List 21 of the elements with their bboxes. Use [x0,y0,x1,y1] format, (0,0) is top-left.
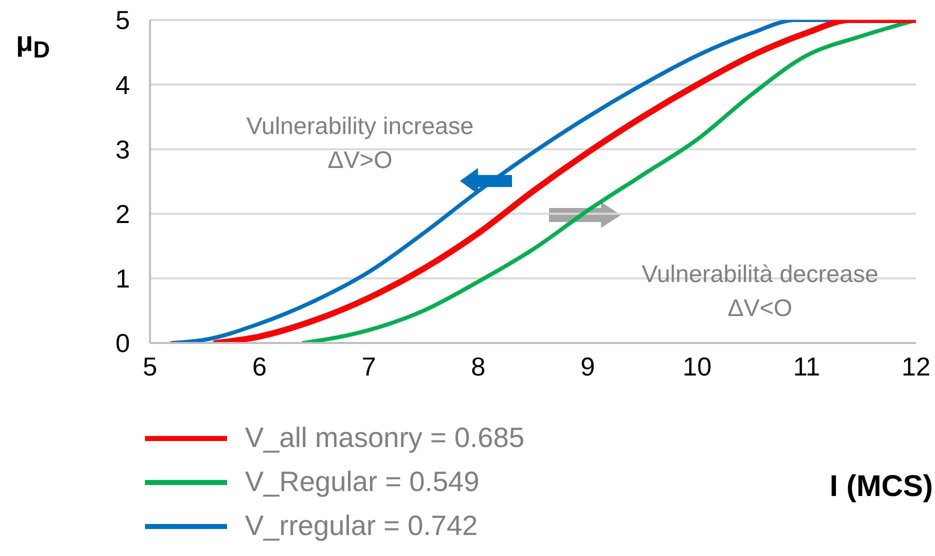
x-tick-label: 7 [362,351,376,382]
x-tick-label: 5 [142,351,158,382]
y-tick-label: 0 [116,328,130,358]
y-tick-label: 2 [116,199,130,230]
x-axis-title: I (MCS) [830,470,933,503]
x-tick-label: 11 [793,351,820,382]
y-tick-label: 3 [116,134,130,164]
x-tick-label: 8 [471,351,486,382]
y-tick-label: 1 [116,264,130,294]
annotation: Vulnerabilità decrease ΔV<O [642,261,878,322]
y-tick-label: 4 [116,70,130,100]
legend-label: V_rregular = 0.742 [245,510,478,542]
x-tick-label: 10 [682,351,712,382]
x-tick-label: 12 [902,351,930,382]
x-tick-label: 9 [580,351,595,382]
legend-label: V_all masonry = 0.685 [245,422,524,454]
legend-label: V_Regular = 0.549 [245,466,480,498]
y-axis-title: μ$_{D}$ [16,26,50,63]
y-tick-label: 5 [116,5,130,36]
x-tick-label: 6 [252,351,267,382]
annotation: Vulnerability increase ΔV>O [246,113,474,174]
